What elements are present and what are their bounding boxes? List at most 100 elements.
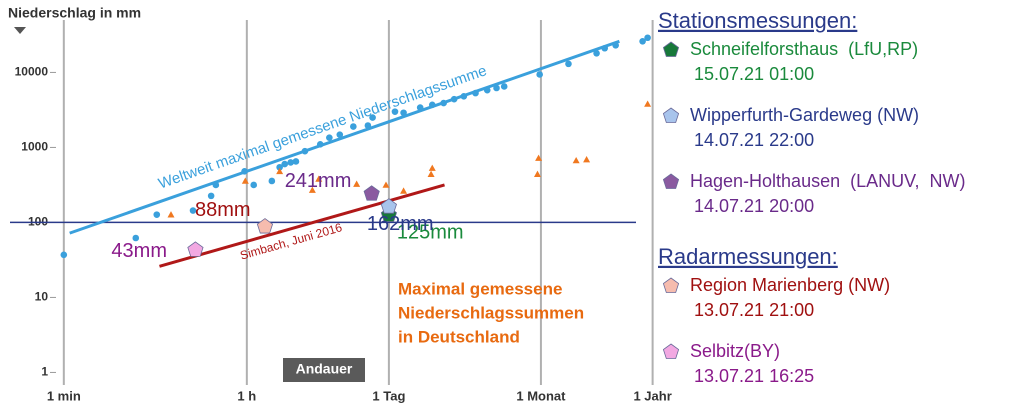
point <box>364 122 372 129</box>
legend-marker <box>662 277 680 293</box>
point <box>336 131 344 138</box>
point <box>416 104 424 111</box>
triangle-point <box>167 211 175 218</box>
point <box>350 123 357 130</box>
point <box>268 177 276 185</box>
legend-time: 15.07.21 01:00 <box>694 64 814 84</box>
measurement-point <box>187 241 204 257</box>
point <box>460 93 468 100</box>
arrow-icon <box>14 27 26 34</box>
triangle-point <box>308 186 316 193</box>
triangle-point <box>276 167 284 175</box>
point <box>132 234 140 242</box>
triangle-point <box>400 187 408 194</box>
point <box>212 181 220 189</box>
measurement-point <box>256 218 274 234</box>
triangle-point <box>353 180 361 187</box>
point <box>428 101 436 109</box>
legend-time: 14.07.21 20:00 <box>694 196 814 216</box>
point <box>60 251 68 259</box>
point <box>369 114 376 121</box>
x-tick-label: 1 Jahr <box>633 388 671 403</box>
value-label: 162mm <box>367 213 434 235</box>
annotation: Niederschlagssummen <box>398 303 584 322</box>
triangle-point <box>427 170 435 177</box>
x-tick-label: 1 Tag <box>372 388 405 403</box>
point <box>241 168 248 175</box>
point <box>292 158 300 165</box>
point <box>644 34 651 42</box>
point <box>601 44 609 52</box>
point <box>207 192 215 200</box>
triangle-point <box>583 156 591 163</box>
legend-name: Schneifelforsthaus (LfU,RP) <box>690 39 918 59</box>
y-tick-label: 1 <box>41 365 48 379</box>
y-tick-label: 1000 <box>21 140 48 154</box>
point <box>440 99 447 107</box>
x-tick-label: 1 Monat <box>516 388 566 403</box>
point <box>500 83 508 90</box>
y-tick-label: 10 <box>35 290 49 304</box>
x-label-box <box>283 358 365 382</box>
legend-marker <box>662 173 680 189</box>
point <box>493 84 500 92</box>
x-axis-label: Andauer <box>296 361 353 377</box>
triangle-point <box>644 100 652 107</box>
measurement-point <box>363 185 380 201</box>
triangle-point <box>428 164 436 171</box>
value-label: 43mm <box>111 240 167 262</box>
point <box>287 159 294 166</box>
legend-marker <box>662 343 680 359</box>
measurement-point <box>380 198 397 214</box>
triangle-point <box>535 154 543 161</box>
legend-heading: Radarmessungen: <box>658 244 838 269</box>
value-label: 125mm <box>397 221 464 243</box>
point <box>400 109 407 117</box>
point <box>301 147 309 155</box>
legend-time: 14.07.21 22:00 <box>694 130 814 150</box>
value-label: 88mm <box>195 199 251 221</box>
annotation: in Deutschland <box>398 327 520 346</box>
point <box>316 141 324 148</box>
legend-heading: Stationsmessungen: <box>658 8 857 33</box>
point <box>276 163 283 171</box>
point <box>153 211 161 218</box>
point <box>281 160 289 168</box>
legend-name: Wipperfurth-Gardeweg (NW) <box>690 105 919 125</box>
triangle-point <box>533 170 541 177</box>
legend-marker <box>662 107 680 123</box>
triangle-point <box>382 181 390 188</box>
x-tick-label: 1 h <box>237 388 256 403</box>
y-tick-label: 10000 <box>15 65 49 79</box>
point <box>536 71 543 78</box>
chart-title: Niederschlag in mm <box>8 5 141 21</box>
trend-line <box>159 183 445 268</box>
point <box>593 49 600 57</box>
point <box>391 108 399 115</box>
legend-name: Selbitz(BY) <box>690 341 780 361</box>
annotation: Maximal gemessene <box>398 279 562 298</box>
triangle-point <box>572 156 580 164</box>
point <box>472 89 479 97</box>
point <box>639 38 646 45</box>
point <box>189 207 197 214</box>
x-tick-label: 1 min <box>47 388 81 403</box>
point <box>483 86 491 94</box>
legend-time: 13.07.21 16:25 <box>694 366 814 386</box>
trend-line <box>69 39 620 235</box>
triangle-point <box>241 177 249 184</box>
legend-name: Region Marienberg (NW) <box>690 275 890 295</box>
legend-marker <box>662 41 680 57</box>
y-tick-label: 100 <box>28 215 48 229</box>
point <box>450 95 458 103</box>
triangle-point <box>315 175 323 182</box>
point <box>326 134 333 141</box>
legend-name: Hagen-Holthausen (LANUV, NW) <box>690 171 965 191</box>
trend-line-label: Simbach, Juni 2016 <box>238 220 344 262</box>
value-label: 241mm <box>285 170 352 192</box>
point <box>612 41 619 49</box>
point <box>250 181 258 189</box>
point <box>565 60 572 68</box>
legend-time: 13.07.21 21:00 <box>694 300 814 320</box>
